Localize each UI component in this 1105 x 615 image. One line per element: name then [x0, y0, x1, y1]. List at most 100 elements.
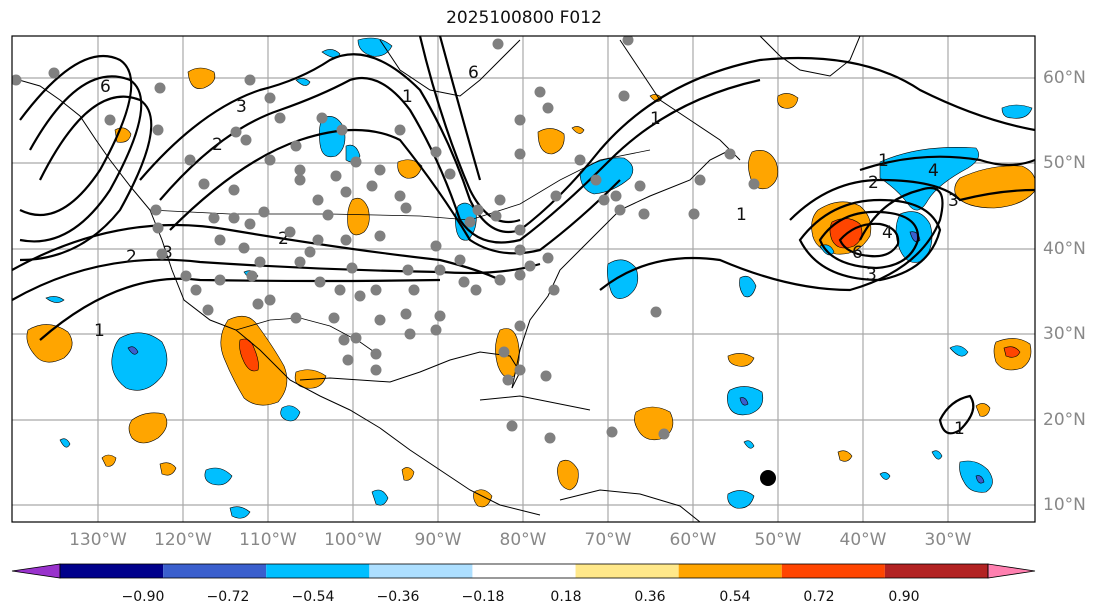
lon-label: 30°W — [925, 530, 972, 550]
contour-label: 2 — [868, 173, 879, 193]
colorbar-extend-low — [11, 563, 61, 579]
station-marker — [610, 190, 622, 202]
colorbar — [11, 563, 1036, 579]
graticule-lines — [12, 36, 1035, 522]
station-marker — [494, 274, 506, 286]
station-marker — [244, 74, 256, 86]
colorbar-tick-label: 0.54 — [719, 589, 750, 605]
station-marker — [246, 270, 258, 282]
station-marker — [150, 204, 162, 216]
station-marker — [430, 324, 442, 336]
contour — [789, 178, 1035, 221]
station-marker — [238, 242, 250, 254]
station-marker — [514, 320, 526, 332]
shade-blue — [295, 78, 311, 86]
station-marker — [542, 252, 554, 264]
contour-label: 3 — [866, 265, 877, 285]
contour-label: 2 — [278, 229, 289, 249]
shade-blue — [204, 467, 233, 486]
station-marker — [370, 348, 382, 360]
shade-blue — [371, 489, 389, 506]
contour — [859, 155, 1035, 172]
lon-label: 120°W — [154, 530, 212, 550]
station-marker — [534, 86, 546, 98]
station-marker — [354, 290, 366, 302]
station-marker — [434, 310, 446, 322]
shade-orange — [777, 93, 799, 109]
station-marker — [634, 180, 646, 192]
shade-blue — [1001, 104, 1033, 119]
contour-label: 4 — [928, 161, 939, 181]
station-marker — [48, 67, 60, 79]
contour-labels: 6 3 2 2 1 1 3 2 6 1 1 1 2 4 3 4 6 3 1 — [94, 63, 965, 439]
shade-orange — [837, 450, 853, 462]
station-marker — [264, 92, 276, 104]
station-marker — [340, 234, 352, 246]
shade-blue — [975, 475, 985, 484]
station-marker — [314, 276, 326, 288]
station-marker — [544, 432, 556, 444]
station-marker — [514, 224, 526, 236]
station-marker — [464, 216, 476, 228]
station-marker — [400, 308, 412, 320]
station-marker — [434, 264, 446, 276]
shade-orange — [571, 126, 585, 134]
station-marker — [650, 306, 662, 318]
station-marker — [514, 114, 526, 126]
colorbar-segment — [575, 564, 679, 578]
shaded-anomaly-regions — [26, 37, 1035, 519]
station-marker — [294, 256, 306, 268]
station-marker — [328, 312, 340, 324]
coastline-north-america — [12, 77, 541, 516]
station-marker — [230, 126, 242, 138]
shade-blue — [111, 332, 168, 391]
station-marker — [254, 256, 266, 268]
station-marker — [492, 38, 504, 50]
station-marker — [490, 210, 502, 222]
station-marker — [514, 244, 526, 256]
station-marker — [340, 186, 352, 198]
contour-label: 1 — [878, 151, 889, 171]
colorbar-tick-label: −0.18 — [462, 589, 505, 605]
station-marker — [402, 264, 414, 276]
contour-label: 1 — [736, 205, 747, 225]
station-marker — [294, 164, 306, 176]
contour — [19, 55, 133, 217]
station-marker — [152, 124, 164, 136]
station-marker — [180, 270, 192, 282]
station-marker — [244, 218, 256, 230]
lat-label: 30°N — [1043, 324, 1086, 344]
station-marker — [374, 230, 386, 242]
lon-label: 50°W — [755, 530, 802, 550]
colorbar-tick-label: 0.90 — [888, 589, 919, 605]
colorbar-tick-label: 0.72 — [803, 589, 834, 605]
contour — [169, 128, 621, 255]
station-marker — [404, 328, 416, 340]
colorbar-frame — [59, 563, 989, 579]
station-marker — [274, 112, 286, 124]
contour-label: 1 — [94, 321, 105, 341]
colorbar-tick-label: 0.36 — [634, 589, 665, 605]
station-marker — [252, 298, 264, 310]
shade-blue — [739, 397, 749, 406]
station-marker — [304, 246, 316, 258]
station-marker — [240, 134, 252, 146]
contour-label: 3 — [948, 191, 959, 211]
station-marker — [374, 164, 386, 176]
lon-label: 60°W — [670, 530, 717, 550]
station-marker — [514, 148, 526, 160]
station-marker — [614, 204, 626, 216]
shade-orange — [159, 462, 177, 476]
contour-label: 1 — [954, 419, 965, 439]
contour-label: 1 — [650, 109, 661, 129]
station-marker — [342, 354, 354, 366]
station-marker — [514, 269, 526, 281]
shade-blue — [321, 49, 341, 58]
contour-label: 3 — [236, 97, 247, 117]
station-marker — [470, 284, 482, 296]
station-marker — [264, 154, 276, 166]
colorbar-segment — [884, 564, 988, 578]
colorbar-tick-labels: −0.90 −0.72 −0.54 −0.36 −0.18 0.18 0.36 … — [122, 589, 920, 605]
station-markers — [12, 36, 760, 444]
lat-label: 60°N — [1043, 68, 1086, 88]
